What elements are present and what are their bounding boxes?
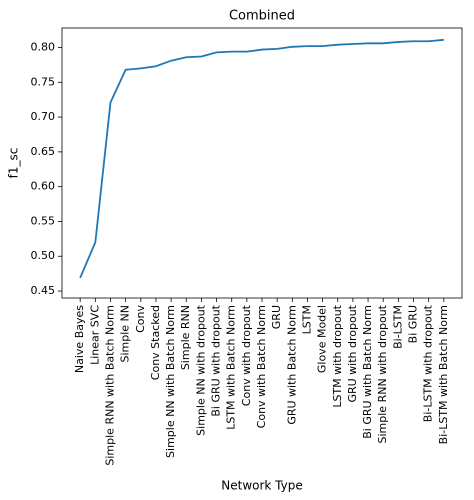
x-axis-label: Network Type [221,479,302,493]
x-tick-label: Simple NN with dropout [194,304,207,436]
x-tick-label: Naive Bayes [73,305,86,373]
x-tick-label: Linear SVC [88,305,101,365]
x-tick-label: GRU with Batch Norm [285,305,298,425]
x-tick-label: Simple RNN with Batch Norm [103,305,116,466]
x-tick-label: LSTM with dropout [331,304,344,407]
y-tick-label: 0.50 [31,249,56,262]
x-tick-label: GRU [270,305,283,329]
x-tick-label: Simple NN [119,305,132,363]
x-tick-label: Bi GRU with Batch Norm [361,305,374,439]
x-tick-label: Simple NN with Batch Norm [164,305,177,458]
x-tick-label: Bi GRU with dropout [210,304,223,416]
x-tick-label: Bi-LSTM [391,305,404,349]
y-tick-label: 0.75 [31,75,56,88]
x-tick-label: Simple RNN with dropout [376,304,389,443]
x-tick-label: Bi GRU [407,305,420,343]
line [79,38,444,279]
x-tick-label: Bi-LSTM with dropout [422,304,435,422]
y-tick-label: 0.80 [31,40,56,53]
chart-title: Combined [229,9,295,24]
x-tick-label: GRU with dropout [346,304,359,402]
x-tick-label: Bi-LSTM with Batch Norm [437,305,450,444]
y-tick-label: 0.45 [31,284,56,297]
plot-frame [61,27,463,299]
y-tick-label: 0.60 [31,180,56,193]
x-tick-label: Conv with Batch Norm [255,305,268,428]
y-tick-label: 0.65 [31,145,56,158]
x-tick-label: LSTM [300,305,313,334]
x-tick-label: Conv with dropout [240,304,253,406]
y-tick-label: 0.55 [31,214,56,227]
y-axis-label: f1_sc [7,148,21,179]
y-tick-label: 0.70 [31,110,56,123]
x-tick-label: Glove Model [316,305,329,373]
x-tick-label: LSTM with Batch Norm [225,305,238,430]
x-tick-label: Conv [134,305,147,333]
x-tick-label: Conv Stacked [149,305,162,380]
x-tick-label: Simple RNN [179,305,192,370]
